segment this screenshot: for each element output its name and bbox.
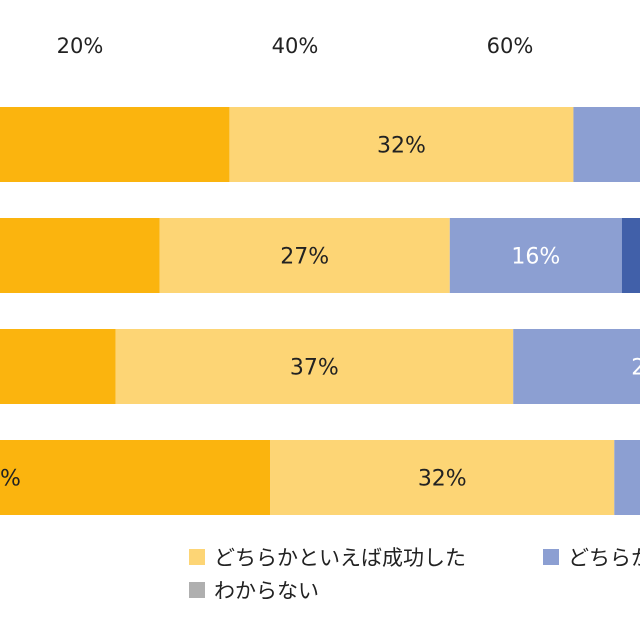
legend-label-somewhat: どちらか <box>568 546 640 570</box>
bar-segment <box>159 218 450 293</box>
bar-segment <box>0 440 271 515</box>
bar-value-label: % <box>0 467 21 492</box>
bar-segment <box>0 218 160 293</box>
legend-swatch-somewhat-success <box>189 549 205 565</box>
x-axis-ticks: 20% 40% 60% <box>57 34 534 58</box>
legend: どちらかといえば成功した どちらか わからない <box>189 546 640 603</box>
bar-value-label: 16% <box>511 245 560 270</box>
bar-segment <box>115 329 514 404</box>
bar-segment <box>0 329 116 404</box>
bars <box>0 107 640 515</box>
bar-segment <box>513 329 640 404</box>
x-tick-label: 60% <box>487 34 534 58</box>
bar-segment <box>270 440 615 515</box>
bar-value-label: 27% <box>280 245 329 270</box>
bar-segment <box>614 440 640 515</box>
bar-value-label: 32% <box>418 467 467 492</box>
x-tick-label: 20% <box>57 34 104 58</box>
bar-value-label: 23% <box>631 356 640 381</box>
bar-segment <box>0 107 230 182</box>
bar-value-label: 32% <box>377 134 426 159</box>
data-labels: 32%18%27%16%22%37%23%%32%17% <box>0 134 640 492</box>
bar-segment <box>621 218 640 293</box>
legend-label-somewhat-success: どちらかといえば成功した <box>214 546 466 570</box>
legend-label-unknown: わからない <box>214 579 319 603</box>
legend-swatch-somewhat <box>543 549 559 565</box>
bar-segment <box>449 218 622 293</box>
bar-segment <box>573 107 640 182</box>
bar-value-label: 37% <box>290 356 339 381</box>
legend-swatch-unknown <box>189 582 205 598</box>
x-tick-label: 40% <box>272 34 319 58</box>
bar-segment <box>229 107 574 182</box>
